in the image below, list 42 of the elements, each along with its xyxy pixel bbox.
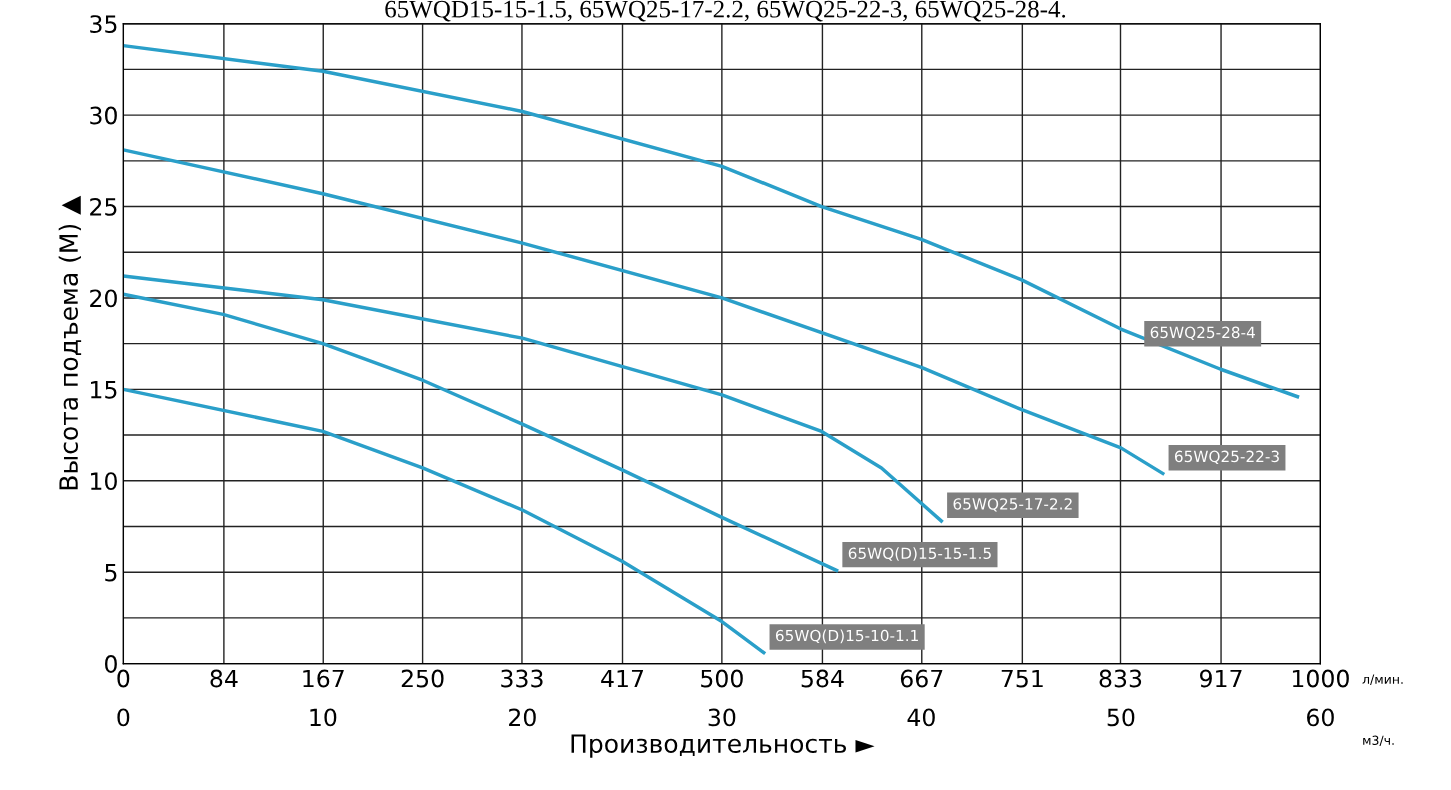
line-series xyxy=(123,274,944,523)
x-tick-label: 60 xyxy=(1307,708,1334,727)
x2-tick-label: 0 xyxy=(117,669,130,688)
series-label: 65WQ(D)15-10-1.1 xyxy=(775,629,918,644)
x2-tick-label: 584 xyxy=(801,669,844,688)
x-tick-label: 50 xyxy=(1107,708,1135,727)
line-series xyxy=(123,387,766,655)
x-tick-label: 30 xyxy=(708,708,736,727)
line-series xyxy=(123,292,839,573)
y-tick-label: 30 xyxy=(90,106,117,125)
x2-tick-label: 167 xyxy=(303,669,344,688)
y-tick-label: 5 xyxy=(105,563,117,582)
x-tick-label: 40 xyxy=(907,708,935,727)
y-tick-label: 10 xyxy=(91,472,117,491)
x2-tick-label: 500 xyxy=(701,669,743,688)
series-label: 65WQ25-28-4 xyxy=(1150,326,1255,340)
text: л/мин. xyxy=(1362,674,1403,685)
series-label: 65WQ25-17-2.2 xyxy=(953,498,1072,512)
x2-tick-label: 1000 xyxy=(1292,669,1349,688)
x2-tick-label: 333 xyxy=(501,669,543,688)
chart-title: 65WQD15-15-1.5, 65WQ25-17-2.2, 65WQ25-22-3, 65WQ25-28-4. xyxy=(385,0,1066,22)
x-tick-label: 0 xyxy=(117,708,130,727)
x2-tick-label: 667 xyxy=(900,669,943,688)
y-tick-label: 25 xyxy=(90,197,117,216)
y-tick-label: 15 xyxy=(91,381,117,399)
x-tick-label: 20 xyxy=(509,708,536,727)
y-tick-label: 35 xyxy=(90,15,117,34)
x-tick-label: 10 xyxy=(310,708,337,727)
x-axis-title: Производительность ► xyxy=(571,734,875,758)
x2-tick-label: 417 xyxy=(601,669,644,688)
y-tick-label: 20 xyxy=(90,289,117,308)
x2-tick-label: 84 xyxy=(210,669,238,688)
x2-tick-label: 250 xyxy=(401,669,444,688)
y-axis-title: Высота подъема (М) ▲ xyxy=(58,195,82,490)
x2-tick-label: 917 xyxy=(1200,669,1242,688)
series-label: 65WQ(D)15-15-1.5 xyxy=(848,547,991,561)
y-tick-label: 0 xyxy=(105,655,117,673)
line-series xyxy=(123,43,1300,399)
x2-tick-label: 833 xyxy=(1099,669,1142,688)
text: м3/ч. xyxy=(1363,735,1394,746)
series-label: 65WQ25-22-3 xyxy=(1174,450,1279,464)
x2-tick-label: 751 xyxy=(1001,669,1043,688)
